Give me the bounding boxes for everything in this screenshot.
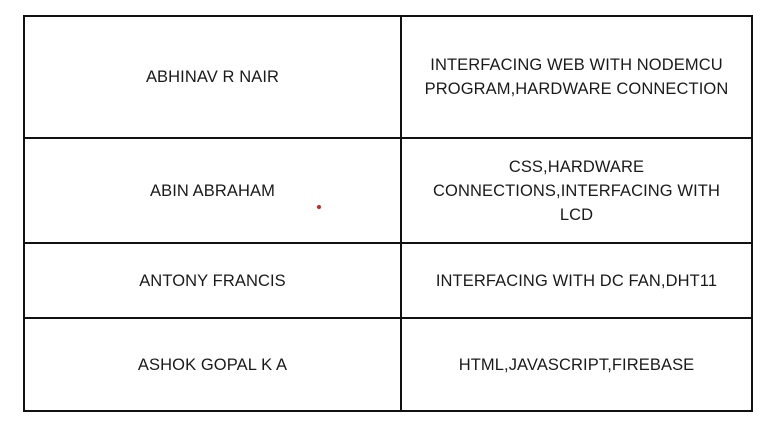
- table-row: ASHOK GOPAL K A HTML,JAVASCRIPT,FIREBASE: [23, 317, 753, 412]
- table-row: ABHINAV R NAIR INTERFACING WEB WITH NODE…: [23, 15, 753, 139]
- member-name-cell: ANTONY FRANCIS: [23, 242, 402, 319]
- task-cell: INTERFACING WEB WITH NODEMCU PROGRAM,HAR…: [400, 15, 753, 139]
- task-cell: CSS,HARDWARE CONNECTIONS,INTERFACING WIT…: [400, 137, 753, 244]
- red-marker-dot: [317, 205, 321, 209]
- task-cell: INTERFACING WITH DC FAN,DHT11: [400, 242, 753, 319]
- table-row: ABIN ABRAHAM CSS,HARDWARE CONNECTIONS,IN…: [23, 137, 753, 244]
- member-name-cell: ABHINAV R NAIR: [23, 15, 402, 139]
- table-row: ANTONY FRANCIS INTERFACING WITH DC FAN,D…: [23, 242, 753, 319]
- member-name-cell: ASHOK GOPAL K A: [23, 317, 402, 412]
- member-task-table: ABHINAV R NAIR INTERFACING WEB WITH NODE…: [23, 15, 753, 412]
- task-cell: HTML,JAVASCRIPT,FIREBASE: [400, 317, 753, 412]
- member-name-cell: ABIN ABRAHAM: [23, 137, 402, 244]
